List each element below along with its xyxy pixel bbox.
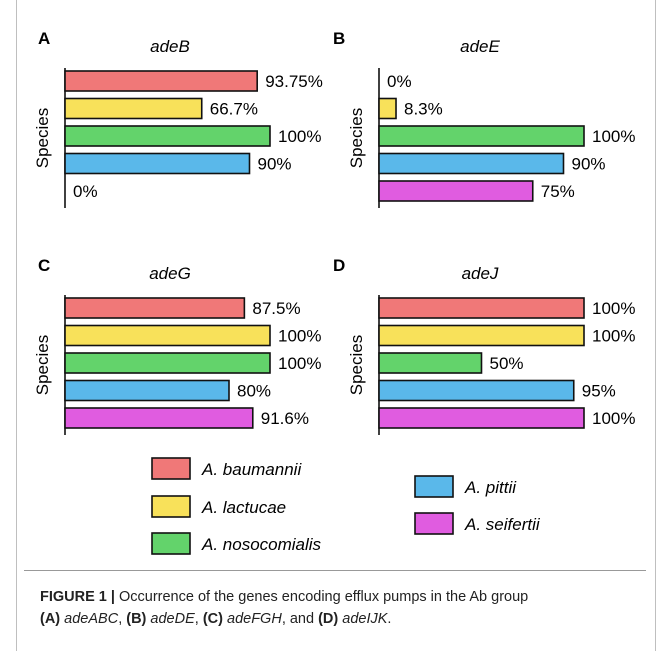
data-label-c-1: 87.5% [252,299,300,318]
caption-label-a: (A) [40,611,61,627]
bar-b-2 [378,97,397,120]
data-label-b-3: 100% [592,127,635,146]
bar-d-4 [378,379,575,402]
legend-swatch-1 [151,457,191,480]
data-label-d-4: 95% [582,382,616,401]
data-label-d-1: 100% [592,299,635,318]
caption-gene-c: adeFGH [227,611,282,627]
data-label-c-3: 100% [278,354,321,373]
legend-label-3: A. nosocomialis [201,535,322,554]
legend-swatch-3 [151,532,191,555]
y-axis-label-b: Species [347,108,366,168]
panel-letter-b: B [333,29,345,48]
caption-gene-a: adeABC [64,611,119,627]
caption-divider [24,570,646,571]
panel-title-b: adeE [460,37,500,56]
data-label-a-1: 93.75% [265,72,323,91]
data-label-b-4: 90% [572,155,606,174]
bar-a-1 [64,70,258,92]
panel-title-a: adeB [150,37,190,56]
bar-c-4 [64,379,230,402]
y-axis-label-d: Species [347,335,366,395]
data-label-a-4: 90% [258,155,292,174]
data-label-b-2: 8.3% [404,100,443,119]
data-label-b-1: 0% [387,72,412,91]
panel-letter-a: A [38,29,50,48]
bar-d-3 [378,352,483,374]
caption-label-d: (D) [318,611,339,627]
caption-gene-b: adeDE [150,611,195,627]
panel-title-c: adeG [149,264,191,283]
bar-b-5 [378,180,534,202]
legend-swatch-4 [414,475,454,498]
bar-a-4 [64,152,251,175]
caption-sep-a: , [118,611,127,627]
figure-caption: FIGURE 1 | Occurrence of the genes encod… [40,586,640,630]
bar-a-2 [64,97,203,120]
data-label-c-4: 80% [237,382,271,401]
bar-b-4 [378,152,565,175]
data-label-a-3: 100% [278,127,321,146]
caption-gene-d: adeIJK [342,611,388,627]
bar-d-2 [378,324,585,347]
caption-label-b: (B) [126,611,147,627]
caption-sep-c: , and [281,611,319,627]
legend-swatch-2 [151,495,191,518]
caption-text: Occurrence of the genes encoding efflux … [114,589,529,605]
bar-a-3 [64,125,271,147]
data-label-a-2: 66.7% [210,100,258,119]
data-label-a-5: 0% [73,182,98,201]
data-label-c-2: 100% [278,327,321,346]
bar-c-3 [64,352,271,374]
figure-frame [16,0,656,651]
panel-letter-c: C [38,256,50,275]
panel-letter-d: D [333,256,345,275]
caption-sep-b: , [194,611,203,627]
bar-c-5 [64,407,254,429]
bar-c-2 [64,324,271,347]
legend-label-2: A. lactucae [201,498,286,517]
caption-figure-label: FIGURE 1 | [40,589,115,605]
data-label-d-2: 100% [592,327,635,346]
caption-label-c: (C) [202,611,223,627]
bar-b-3 [378,125,585,147]
panel-title-d: adeJ [462,264,499,283]
data-label-c-5: 91.6% [261,409,309,428]
legend-label-4: A. pittii [464,478,517,497]
legend-label-5: A. seifertii [464,515,541,534]
bar-d-5 [378,407,585,429]
bar-d-1 [378,297,585,319]
bar-c-1 [64,297,246,319]
data-label-d-3: 50% [490,354,524,373]
caption-sep-d: . [387,611,392,627]
y-axis-label-c: Species [33,335,52,395]
legend-label-1: A. baumannii [201,460,302,479]
data-label-d-5: 100% [592,409,635,428]
y-axis-label-a: Species [33,108,52,168]
legend-swatch-5 [414,512,454,535]
data-label-b-5: 75% [541,182,575,201]
